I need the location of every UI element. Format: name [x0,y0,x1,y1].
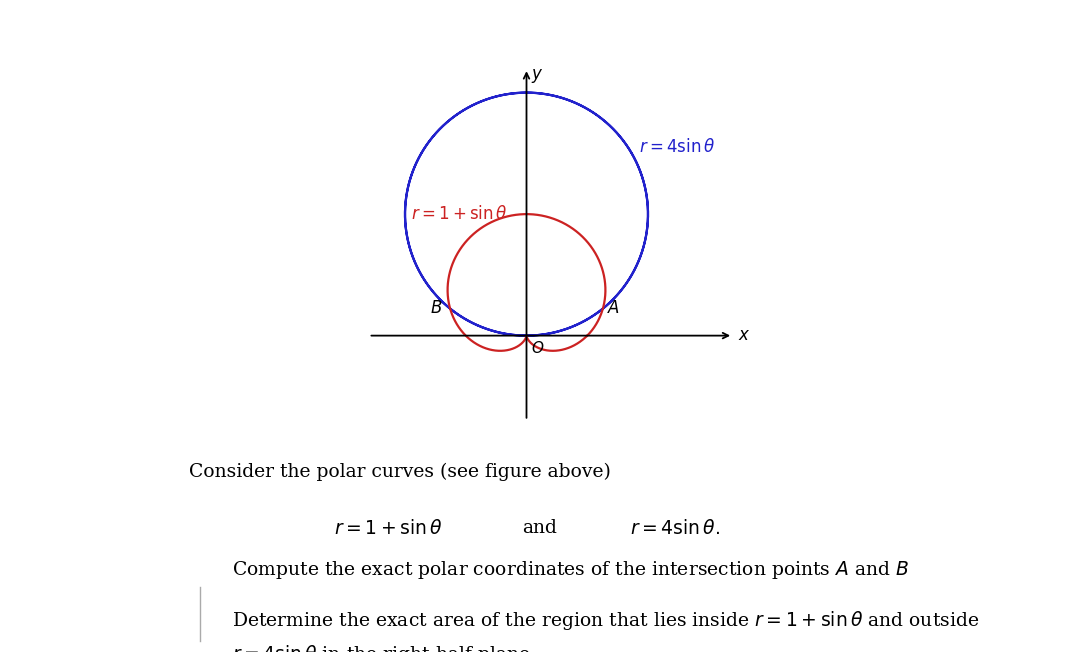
Text: $A$: $A$ [607,300,620,317]
Text: and: and [523,518,557,537]
Text: $y$: $y$ [530,67,543,85]
Text: $r = 4\sin\theta.$: $r = 4\sin\theta.$ [630,518,720,538]
Text: $r = 4\sin\theta$: $r = 4\sin\theta$ [639,138,715,156]
Text: $r = 1+\sin\theta$: $r = 1+\sin\theta$ [411,205,508,223]
Text: $O$: $O$ [531,340,544,357]
Text: $r = 1+\sin\theta$: $r = 1+\sin\theta$ [335,518,443,538]
Text: $B$: $B$ [431,300,443,317]
Text: Compute the exact polar coordinates of the intersection points $A$ and $B$: Compute the exact polar coordinates of t… [232,559,909,582]
Text: Consider the polar curves (see figure above): Consider the polar curves (see figure ab… [189,463,611,481]
Text: $r = 4\sin\theta$ in the right half plane.: $r = 4\sin\theta$ in the right half plan… [232,644,536,652]
Text: Determine the exact area of the region that lies inside $r = 1+\sin\theta$ and o: Determine the exact area of the region t… [232,609,980,632]
Text: $x$: $x$ [738,327,751,344]
